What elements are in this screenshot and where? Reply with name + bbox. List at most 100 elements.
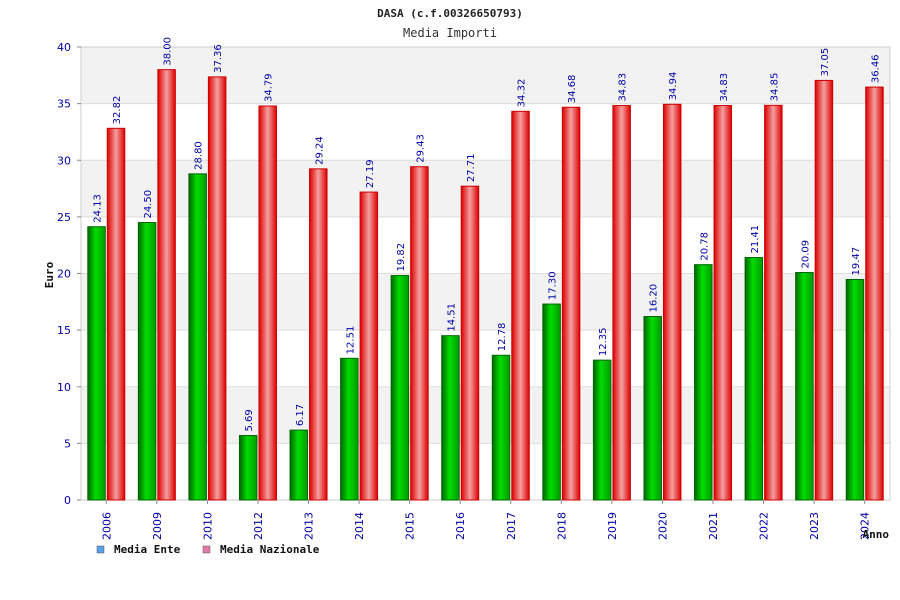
media-nazionale-value-label: 34.68 bbox=[567, 75, 578, 104]
media-ente-value-label: 24.13 bbox=[93, 194, 104, 223]
x-tick-label: 2017 bbox=[505, 512, 518, 540]
media-ente-bar bbox=[441, 335, 460, 501]
legend-label-media-nazionale: Media Nazionale bbox=[220, 543, 320, 556]
media-ente-value-label: 16.20 bbox=[649, 284, 660, 313]
media-ente-value-label: 19.82 bbox=[396, 243, 407, 272]
y-tick-label: 0 bbox=[64, 494, 71, 507]
x-tick-label: 2015 bbox=[404, 512, 417, 540]
media-ente-bar bbox=[390, 275, 410, 501]
media-nazionale-value-label: 34.83 bbox=[719, 73, 730, 102]
media-nazionale-bar bbox=[460, 185, 480, 501]
y-tick-label: 5 bbox=[64, 437, 71, 450]
media-ente-value-label: 21.41 bbox=[750, 225, 761, 254]
media-ente-bar bbox=[491, 354, 511, 501]
x-tick-label: 2009 bbox=[151, 512, 164, 540]
y-tick-label: 15 bbox=[57, 324, 71, 337]
media-nazionale-value-label: 34.32 bbox=[517, 79, 528, 108]
media-nazionale-value-label: 34.79 bbox=[264, 73, 275, 102]
media-nazionale-value-label: 37.05 bbox=[820, 48, 831, 77]
media-ente-value-label: 19.47 bbox=[851, 247, 862, 276]
x-tick-label: 2020 bbox=[656, 512, 669, 540]
media-ente-bar bbox=[542, 303, 561, 501]
media-nazionale-bar bbox=[865, 86, 884, 501]
media-nazionale-value-label: 29.24 bbox=[314, 136, 325, 165]
x-tick-label: 2019 bbox=[606, 512, 619, 540]
media-nazionale-bar bbox=[258, 105, 277, 501]
x-tick-label: 2023 bbox=[808, 512, 821, 540]
bars: 24.13 32.82 24.50 38.00 28.80 37.36 5.69 34.79 6… bbox=[87, 37, 884, 501]
x-tick-label: 2016 bbox=[454, 512, 467, 540]
media-ente-bar bbox=[340, 357, 359, 501]
x-tick-label: 2021 bbox=[707, 512, 720, 540]
media-ente-value-label: 17.30 bbox=[548, 271, 559, 300]
media-ente-bar bbox=[744, 257, 764, 501]
media-ente-bar bbox=[137, 222, 157, 501]
x-tick-label: 2012 bbox=[252, 512, 265, 540]
y-tick-label: 20 bbox=[57, 268, 71, 281]
y-tick-label: 10 bbox=[57, 381, 71, 394]
media-ente-bar bbox=[592, 359, 612, 501]
legend-swatch-media-nazionale bbox=[202, 545, 211, 554]
media-nazionale-value-label: 38.00 bbox=[163, 37, 174, 66]
media-ente-value-label: 12.78 bbox=[497, 323, 508, 352]
media-nazionale-bar bbox=[309, 168, 328, 501]
media-ente-value-label: 12.51 bbox=[345, 326, 356, 355]
media-nazionale-bar bbox=[612, 105, 631, 501]
media-nazionale-bar bbox=[207, 76, 227, 501]
media-nazionale-value-label: 34.94 bbox=[668, 72, 679, 101]
media-ente-bar bbox=[238, 435, 258, 501]
media-nazionale-value-label: 29.43 bbox=[415, 134, 426, 163]
media-ente-bar bbox=[643, 316, 662, 501]
x-tick-label: 2010 bbox=[201, 512, 214, 540]
media-nazionale-bar bbox=[662, 103, 682, 501]
media-ente-value-label: 20.09 bbox=[800, 240, 811, 269]
legend-swatch-media-ente bbox=[96, 545, 105, 554]
x-tick-label: 2014 bbox=[353, 512, 366, 540]
x-axis-title: Anno bbox=[863, 528, 890, 541]
y-tick-label: 40 bbox=[57, 41, 71, 54]
media-nazionale-bar bbox=[410, 166, 429, 501]
media-nazionale-value-label: 32.82 bbox=[112, 96, 123, 125]
media-ente-bar bbox=[188, 173, 207, 501]
media-nazionale-bar bbox=[157, 69, 176, 501]
media-nazionale-bar bbox=[764, 104, 783, 501]
media-ente-bar bbox=[289, 429, 309, 501]
x-tick-label: 2006 bbox=[100, 512, 113, 540]
chart-subtitle: Media Importi bbox=[403, 26, 497, 40]
y-axis-title: Euro bbox=[43, 261, 56, 288]
media-ente-bar bbox=[694, 264, 713, 501]
media-ente-value-label: 12.35 bbox=[598, 327, 609, 356]
y-tick-label: 30 bbox=[57, 154, 71, 167]
legend-label-media-ente: Media Ente bbox=[114, 543, 181, 556]
media-nazionale-bar bbox=[359, 191, 379, 501]
x-tick-label: 2013 bbox=[303, 512, 316, 540]
media-ente-bar bbox=[795, 271, 814, 501]
media-nazionale-value-label: 27.71 bbox=[466, 154, 477, 183]
media-ente-bar bbox=[845, 279, 865, 501]
x-tick-label: 2018 bbox=[555, 512, 568, 540]
legend: Media Ente Media Nazionale bbox=[96, 543, 320, 556]
media-nazionale-bar bbox=[713, 105, 733, 501]
chart-title: DASA (c.f.00326650793) bbox=[377, 7, 523, 20]
media-nazionale-bar bbox=[511, 110, 530, 501]
media-nazionale-value-label: 36.46 bbox=[870, 54, 881, 83]
y-axis: 0 5 10 15 20 25 30 35 40 bbox=[57, 41, 81, 507]
media-nazionale-value-label: 37.36 bbox=[213, 44, 224, 73]
media-ente-value-label: 20.78 bbox=[699, 232, 710, 261]
x-tick-label: 2022 bbox=[758, 512, 771, 540]
y-tick-label: 35 bbox=[57, 98, 71, 111]
y-tick-label: 25 bbox=[57, 211, 71, 224]
media-nazionale-bar bbox=[106, 127, 126, 501]
media-nazionale-value-label: 27.19 bbox=[365, 159, 376, 188]
media-ente-value-label: 5.69 bbox=[244, 409, 255, 431]
media-nazionale-bar bbox=[561, 106, 581, 501]
media-ente-value-label: 28.80 bbox=[194, 141, 205, 170]
media-nazionale-value-label: 34.85 bbox=[769, 73, 780, 102]
media-nazionale-bar bbox=[814, 79, 834, 501]
media-ente-value-label: 14.51 bbox=[446, 303, 457, 332]
media-ente-bar bbox=[87, 226, 106, 501]
media-ente-value-label: 24.50 bbox=[143, 190, 154, 219]
x-tick-label: 2024 bbox=[859, 512, 872, 540]
media-nazionale-value-label: 34.83 bbox=[618, 73, 629, 102]
